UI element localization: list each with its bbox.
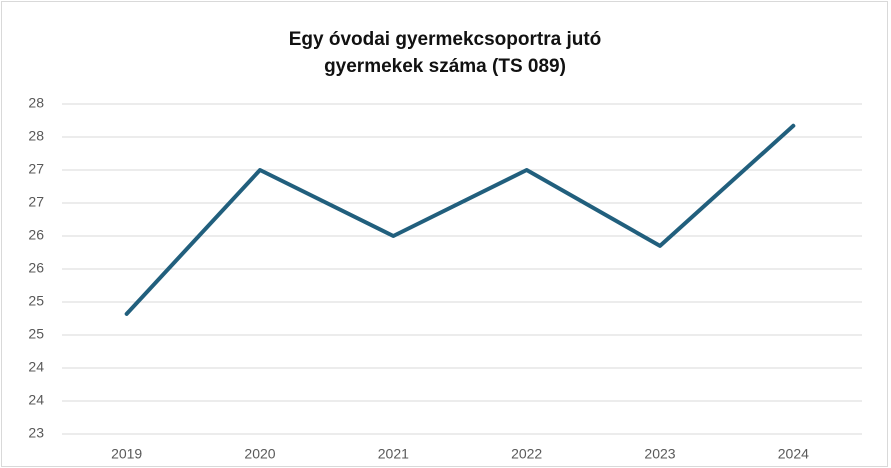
x-tick-label: 2023: [644, 446, 675, 462]
y-tick-label: 24: [28, 392, 44, 408]
y-tick-label: 27: [28, 194, 44, 210]
y-tick-label: 28: [28, 128, 44, 144]
x-tick-label: 2024: [778, 446, 809, 462]
x-tick-label: 2020: [244, 446, 275, 462]
y-tick-label: 26: [28, 260, 44, 276]
x-tick-label: 2021: [378, 446, 409, 462]
y-tick-label: 24: [28, 359, 44, 375]
chart-title: Egy óvodai gyermekcsoportra jutó gyermek…: [288, 29, 602, 77]
y-tick-label: 28: [28, 95, 44, 111]
y-tick-label: 25: [28, 326, 44, 342]
y-tick-label: 27: [28, 161, 44, 177]
x-tick-label: 2022: [511, 446, 542, 462]
y-tick-label: 25: [28, 293, 44, 309]
y-tick-label: 26: [28, 227, 44, 243]
x-tick-label: 2019: [111, 446, 142, 462]
data-line: [124, 123, 796, 316]
y-tick-label: 23: [28, 425, 44, 441]
